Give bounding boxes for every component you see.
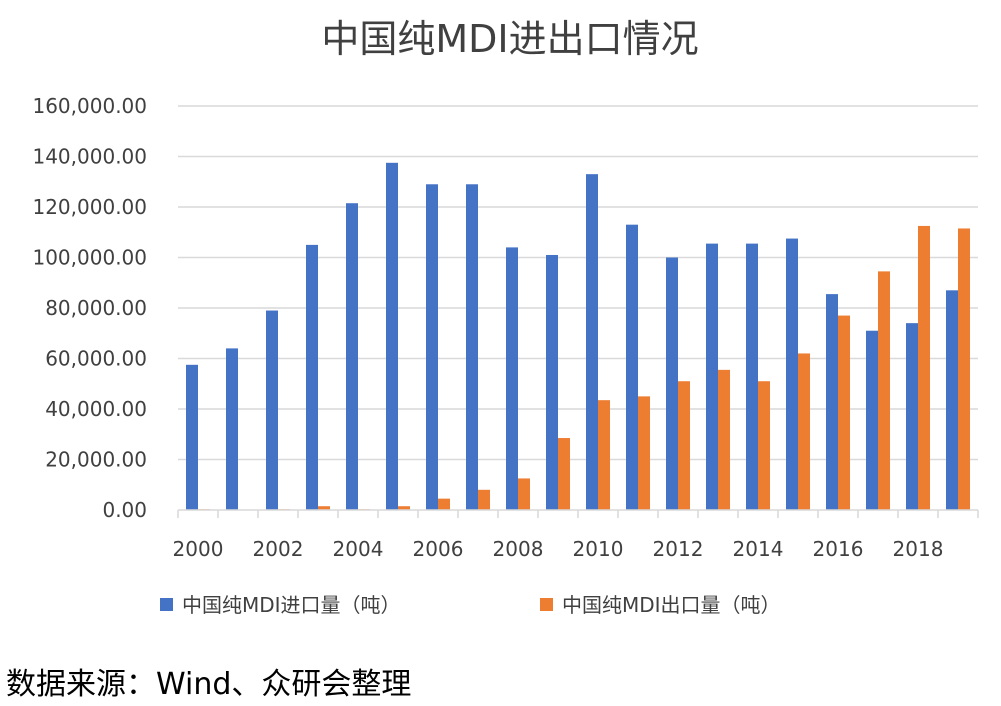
bar-import-2018 <box>906 323 918 510</box>
y-tick-label: 120,000.00 <box>32 195 147 219</box>
bar-import-2006 <box>426 184 438 510</box>
x-tick-label: 2014 <box>733 537 784 561</box>
y-tick-label: 40,000.00 <box>45 397 147 421</box>
x-tick-label: 2010 <box>573 537 624 561</box>
x-tick-label: 2000 <box>173 537 224 561</box>
x-tick-label: 2012 <box>653 537 704 561</box>
y-tick-label: 0.00 <box>102 498 147 522</box>
bar-export-2017 <box>878 271 890 510</box>
x-tick-label: 2004 <box>333 537 384 561</box>
y-tick-label: 60,000.00 <box>45 347 147 371</box>
bar-export-2005 <box>398 506 410 510</box>
bar-import-2017 <box>866 330 878 510</box>
x-tick-label: 2008 <box>493 537 544 561</box>
y-tick-label: 140,000.00 <box>32 145 147 169</box>
bar-import-2013 <box>706 243 718 511</box>
bar-export-2012 <box>678 381 690 510</box>
bar-import-2003 <box>306 244 318 510</box>
bar-import-2008 <box>506 247 518 510</box>
y-tick-label: 100,000.00 <box>32 246 147 270</box>
bar-import-2011 <box>626 224 638 511</box>
bar-import-2012 <box>666 257 678 510</box>
bars <box>186 162 970 511</box>
bar-import-2007 <box>466 184 478 510</box>
legend-swatch-export <box>540 598 553 611</box>
bar-import-2010 <box>586 174 598 511</box>
gridlines <box>178 105 978 461</box>
bar-export-2010 <box>598 400 610 510</box>
bar-import-2014 <box>746 243 758 511</box>
bar-export-2018 <box>918 225 930 510</box>
bar-export-2013 <box>718 369 730 510</box>
y-tick-label: 80,000.00 <box>45 296 147 320</box>
bar-export-2019 <box>958 228 970 510</box>
bar-import-2015 <box>786 238 798 510</box>
legend-swatch-import <box>160 598 173 611</box>
bar-export-2011 <box>638 396 650 510</box>
bar-export-2014 <box>758 381 770 510</box>
y-tick-label: 160,000.00 <box>32 94 147 118</box>
bar-export-2009 <box>558 438 570 510</box>
bar-export-2007 <box>478 489 490 510</box>
bar-import-2009 <box>546 254 558 510</box>
bar-export-2006 <box>438 498 450 510</box>
bar-export-2015 <box>798 353 810 510</box>
bar-import-2016 <box>826 294 838 510</box>
x-tick-label: 2002 <box>253 537 304 561</box>
source-note: 数据来源：Wind、众研会整理 <box>6 667 411 702</box>
bar-export-2003 <box>318 506 330 510</box>
axes: 0.00 20,000.00 40,000.00 60,000.00 80,000.00… <box>32 94 979 561</box>
legend-label-export: 中国纯MDI出口量（吨） <box>562 593 781 617</box>
bar-export-2016 <box>838 315 850 510</box>
chart-title: 中国纯MDI进出口情况 <box>321 17 698 61</box>
x-tick-label: 2018 <box>893 537 944 561</box>
x-tick-label: 2006 <box>413 537 464 561</box>
bar-import-2004 <box>346 203 358 510</box>
legend-label-import: 中国纯MDI进口量（吨） <box>182 593 401 617</box>
x-tick-label: 2016 <box>813 537 864 561</box>
bar-import-2000 <box>186 364 198 510</box>
bar-import-2019 <box>946 290 958 510</box>
bar-import-2002 <box>266 310 278 510</box>
bar-import-2005 <box>386 162 398 510</box>
legend: 中国纯MDI进口量（吨） 中国纯MDI出口量（吨） <box>160 593 781 617</box>
bar-import-2001 <box>226 348 238 510</box>
bar-export-2008 <box>518 478 530 510</box>
y-tick-label: 20,000.00 <box>45 448 147 472</box>
